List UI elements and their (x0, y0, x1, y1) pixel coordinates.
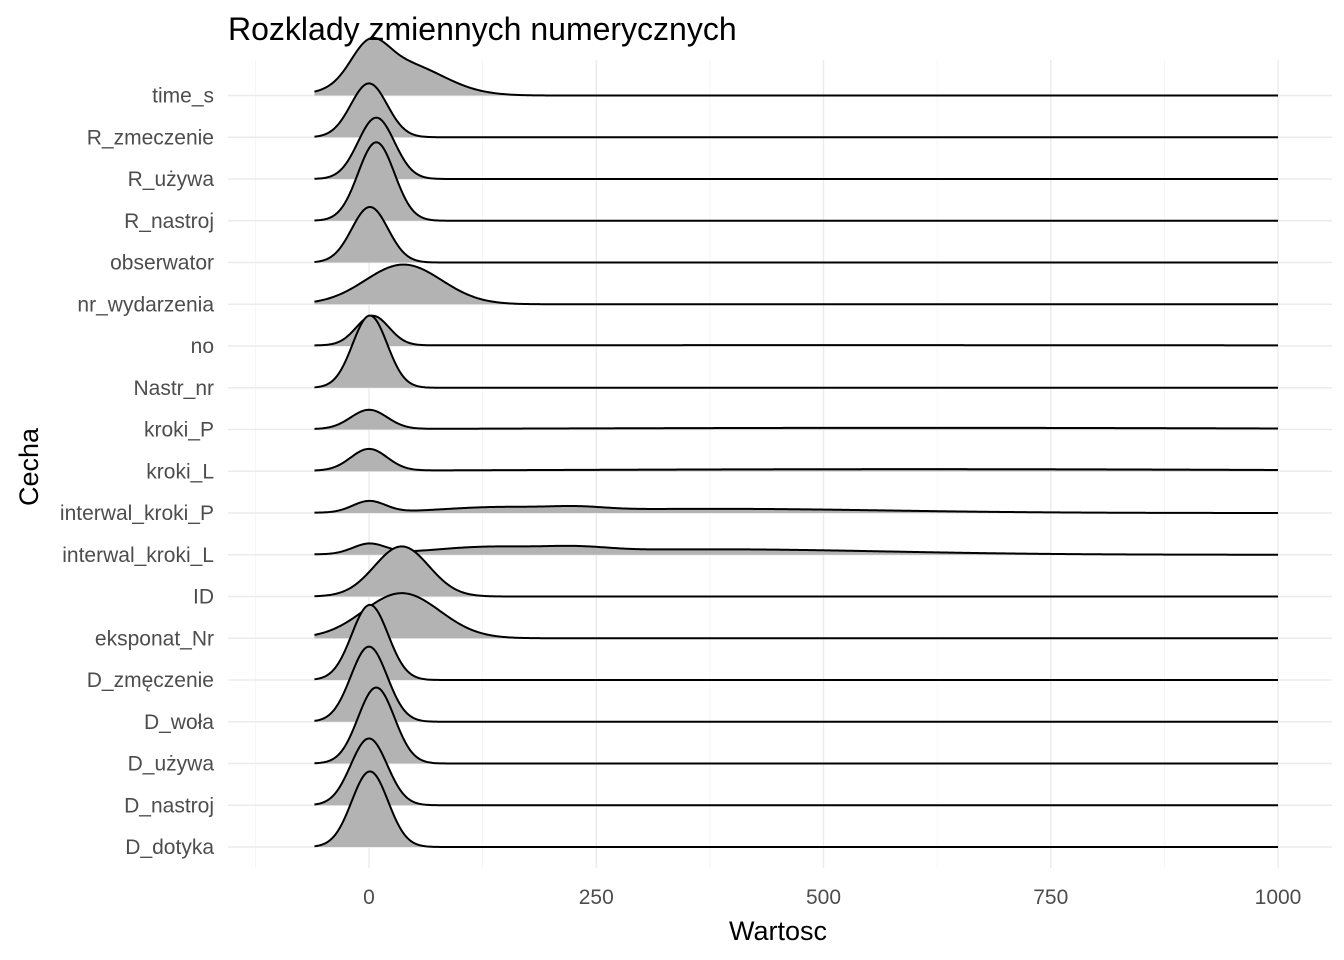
y-tick-label: D_dotyka (125, 836, 214, 859)
y-axis-title: Cecha (14, 427, 44, 506)
y-tick-label: nr_wydarzenia (77, 293, 214, 316)
y-tick-label: D_używa (128, 753, 215, 776)
ridge-line-eksponat_Nr (314, 592, 1278, 640)
ridge-line-interwal_kroki_P (314, 499, 1278, 514)
y-tick-label: kroki_P (144, 419, 214, 442)
y-tick-label: D_woła (144, 711, 214, 734)
y-tick-label: D_zmęczenie (87, 669, 214, 692)
density-ridges (314, 36, 1279, 848)
ridge-line-R_nastroj (314, 141, 1278, 222)
ridge-line-kroki_P (314, 408, 1279, 430)
y-tick-label: interwal_kroki_P (60, 502, 214, 525)
ridge-area-kroki_P (314, 409, 1279, 430)
ridge-line-no (314, 314, 1278, 347)
y-tick-label: obserwator (110, 252, 214, 275)
ridge-line-R_używa (314, 116, 1278, 180)
ridge-line-D_dotyka (314, 770, 1278, 848)
y-tick-label: eksponat_Nr (95, 627, 214, 650)
y-tick-label: time_s (152, 85, 214, 108)
ridge-line-D_nastroj (314, 737, 1278, 807)
y-tick-label: R_zmeczenie (87, 126, 214, 149)
y-tick-label: D_nastroj (124, 794, 214, 817)
y-tick-label: ID (193, 586, 214, 609)
ridge-area-nr_wydarzenia (314, 264, 1279, 305)
ridge-line-interwal_kroki_L (314, 542, 1278, 556)
y-tick-label: R_nastroj (124, 210, 214, 233)
x-tick-label: 250 (579, 886, 614, 909)
ridge-area-time_s (314, 37, 1279, 96)
ridge-area-eksponat_Nr (314, 593, 1279, 639)
x-tick-label: 500 (806, 886, 841, 909)
ridge-area-R_używa (314, 117, 1279, 179)
ridge-line-kroki_L (314, 447, 1278, 472)
y-tick-label: R_używa (128, 168, 215, 191)
x-axis-title: Wartosc (729, 916, 827, 946)
x-tick-label: 750 (1033, 886, 1068, 909)
y-tick-label: no (191, 335, 214, 358)
ridge-area-R_nastroj (314, 142, 1279, 221)
ridge-line-D_używa (314, 686, 1278, 765)
ridge-line-time_s (314, 36, 1278, 97)
ridge-area-no (314, 315, 1279, 346)
chart-title: Rozklady zmiennych numerycznych (228, 11, 737, 47)
ridge-line-nr_wydarzenia (314, 263, 1278, 306)
ridge-area-D_woła (314, 646, 1279, 722)
ridge-area-D_używa (314, 687, 1279, 764)
x-tick-labels: 0 250 500 750 1000 (363, 886, 1301, 909)
ridge-area-D_dotyka (314, 771, 1279, 847)
x-tick-label: 0 (363, 886, 375, 909)
x-tick-label: 1000 (1255, 886, 1302, 909)
ridge-area-D_nastroj (314, 738, 1279, 806)
ridge-area-obserwator (314, 207, 1279, 263)
ridge-line-ID (314, 545, 1278, 598)
ridge-area-interwal_kroki_P (314, 500, 1279, 513)
ridge-area-ID (314, 546, 1279, 597)
y-tick-label: Nastr_nr (133, 377, 214, 400)
ridge-line-obserwator (314, 206, 1278, 264)
ridge-line-D_woła (314, 645, 1278, 723)
ridge-line-R_zmeczenie (314, 82, 1278, 139)
y-tick-label: kroki_L (146, 460, 214, 483)
ridge-area-D_zmęczenie (314, 604, 1279, 680)
y-tick-label: interwal_kroki_L (62, 544, 214, 567)
ridge-line-D_zmęczenie (314, 603, 1278, 681)
ridge-area-kroki_L (314, 448, 1279, 472)
ridge-line-Nastr_nr (314, 314, 1278, 389)
y-tick-labels: D_dotyka D_nastroj D_używa D_woła D_zmęczeni… (60, 85, 214, 860)
ridge-area-Nastr_nr (314, 315, 1279, 388)
